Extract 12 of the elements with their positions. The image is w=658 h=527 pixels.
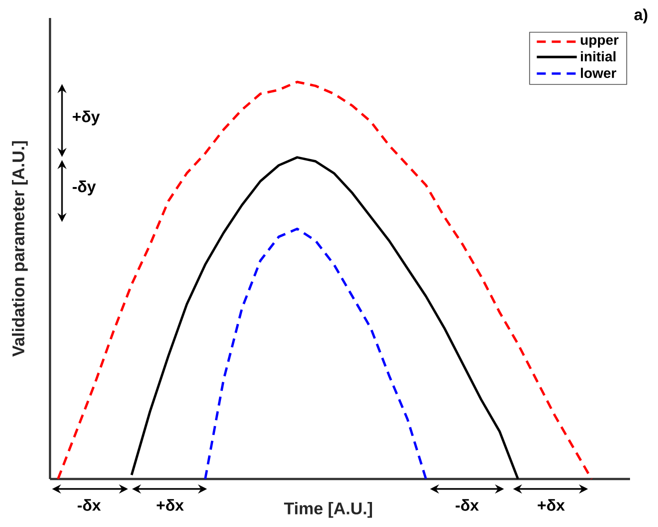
x-axis-title: Time [A.U.] [284, 502, 372, 518]
text: -δx [78, 499, 101, 511]
legend-label: initial [580, 51, 616, 62]
text: -δx [456, 499, 479, 511]
legend-label: upper [580, 37, 619, 48]
text: +δx [156, 499, 184, 511]
annotation: +δy [72, 110, 100, 126]
text: +δx [538, 499, 565, 511]
text: a) [634, 8, 648, 24]
annotation: -δy [72, 180, 96, 196]
y-axis-title: Validation parameter [A.U.] [12, 141, 28, 357]
legend-label: lower [580, 68, 616, 78]
